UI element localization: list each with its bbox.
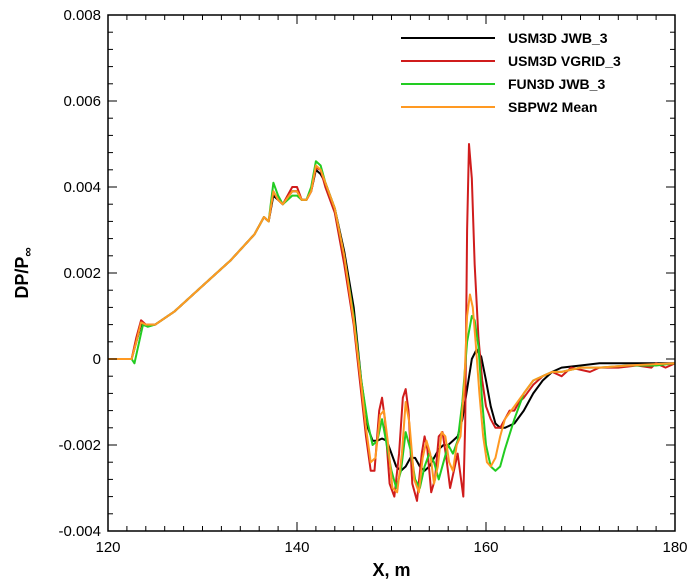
x-tick-label: 140 (284, 539, 309, 556)
series-line-2 (108, 143, 676, 502)
y-axis-title: DP/P∞ (12, 247, 35, 298)
legend-label: USM3D VGRID_3 (508, 53, 621, 69)
x-tick-label: 180 (662, 539, 687, 556)
y-axis-title-main: DP/P (12, 257, 32, 299)
legend: USM3D JWB_3 USM3D VGRID_3 FUN3D JWB_3 SBPW2… (401, 30, 621, 115)
y-tick-label: 0.002 (63, 265, 101, 282)
x-tick-label: 120 (95, 539, 120, 556)
series-line-1 (108, 168, 675, 472)
x-axis-title: X, m (372, 560, 410, 580)
x-tick-label: 160 (473, 539, 498, 556)
legend-label: FUN3D JWB_3 (508, 76, 605, 92)
y-tick-label: 0.004 (63, 179, 101, 196)
series-layer (108, 143, 676, 502)
ticks-layer (107, 14, 676, 532)
legend-label: SBPW2 Mean (508, 99, 597, 115)
y-tick-label: 0 (93, 351, 101, 368)
y-axis-title-subscript: ∞ (20, 247, 35, 256)
tick-labels-layer: 120 140 160 180 -0.004 -0.002 0 0.002 0.004 0.006… (58, 7, 687, 556)
legend-label: USM3D JWB_3 (508, 30, 608, 46)
y-tick-label: -0.004 (58, 523, 101, 540)
y-tick-label: 0.006 (63, 93, 101, 110)
series-line-4 (108, 164, 676, 494)
series-line-3 (108, 160, 676, 489)
y-tick-label: -0.002 (58, 437, 101, 454)
y-tick-label: 0.008 (63, 7, 101, 24)
